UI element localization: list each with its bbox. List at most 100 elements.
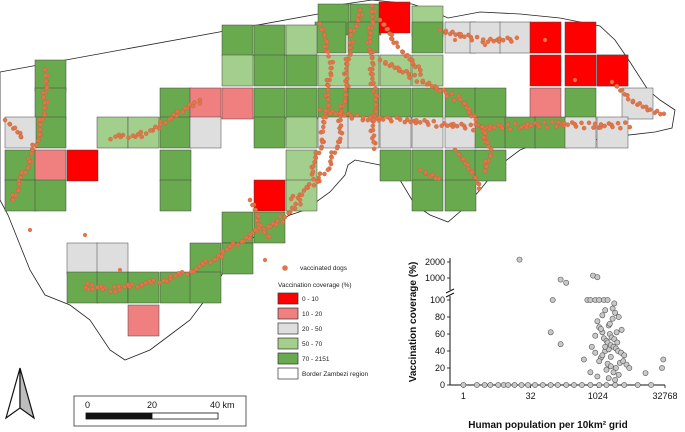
scatter-point [607,353,614,360]
vaccinated-dog-point [293,201,298,207]
vaccinated-dog-point [325,92,331,97]
vaccinated-dog-point [509,39,514,44]
vaccinated-dog-point [407,75,412,80]
vaccinated-dog-point [135,284,140,290]
vaccinated-dog-point [193,266,199,272]
vaccinated-dog-point [299,192,305,198]
vaccinated-dog-point [354,112,360,118]
scatter-point [487,382,494,388]
y-tick-label: 60 [435,329,445,339]
vaccinated-dog-point [370,14,375,19]
vaccinated-dog-point [394,40,399,46]
vaccinated-dog-point [171,112,176,117]
grid-cell [253,54,286,87]
vaccinated-dog-point [175,109,180,114]
vaccinated-dog-point [462,101,468,106]
x-tick-label: 32 [526,391,536,401]
vaccinated-dog-point [338,123,344,128]
vaccinated-dog-point [627,124,633,130]
vaccinated-dog-point [320,114,326,120]
grid-cell [504,116,537,149]
scatter-point [511,382,518,388]
vaccinated-dog-point [328,72,334,78]
scatter-point [587,297,594,303]
scatter-point [618,326,625,333]
vaccinated-dog-point [82,232,88,238]
vaccinated-dog-point [443,28,449,34]
grid-cell [564,21,597,54]
vaccinated-dog-point [335,139,341,145]
vaccinated-dog-point [488,146,494,152]
vaccinated-dog-point [360,115,366,120]
vaccinated-dog-point [161,278,167,283]
vaccinated-dog-point [321,124,326,130]
vaccinated-dog-point [483,158,488,164]
legend-class-label-1: 10 - 20 [302,311,323,318]
scatter-point [603,366,610,373]
vaccinated-dog-point [288,196,294,202]
scatter-point [473,382,480,388]
vaccinated-dog-point [465,162,471,168]
vaccinated-dog-point [270,220,276,226]
y-tick-label: 80 [435,312,445,322]
vaccinated-dog-point [348,52,353,57]
scatter-point [621,382,628,388]
vaccinated-dog-point [42,67,48,73]
grid-cell [127,116,160,149]
vaccinated-dog-point [42,73,48,78]
y-tick-label: 100 [430,295,445,305]
vaccinated-dog-point [485,39,491,45]
x-tick-label: 1024 [588,391,608,401]
vaccinated-dog-point [491,125,497,130]
vaccinated-dog-point [426,80,432,86]
vaccinated-dog-point [410,60,415,66]
vaccinated-dog-point [27,227,33,233]
vaccinated-dog-point [480,37,486,42]
grid-cell [564,54,597,87]
vaccinated-dog-point [327,60,333,65]
vaccinated-dog-point [349,116,355,121]
scatter-point [495,382,502,388]
y-tick-label: 1000 [425,273,445,283]
vaccinated-dog-point [322,32,327,38]
vaccinated-dog-point [25,165,31,171]
vaccinated-dog-point [602,123,607,129]
vaccinated-dog-point [185,271,190,277]
vaccinated-dog-point [344,70,349,76]
vaccinated-dog-point [143,131,149,136]
legend-dots-label: vaccinated dogs [300,265,348,272]
grid-cell [564,87,597,120]
vaccinated-dog-point [369,9,375,14]
vaccinated-dog-point [315,179,320,184]
scatter-point [588,343,595,350]
chart-axes: 0 20 40 60 80 100 1000 2000 1 32 1024 32768 [425,257,678,401]
vaccinated-dog-point [43,78,49,84]
vaccinated-dog-point [298,202,303,207]
vaccinated-dog-point [371,139,376,145]
legend-class-label-4: 70 - 2151 [302,356,330,363]
vaccinated-dog-point [338,117,343,123]
legend-class-label-0: 0 - 10 [302,296,319,303]
grid-cell [189,271,222,304]
vaccinated-dog-point [220,248,225,254]
vaccinated-dog-point [224,247,230,252]
scatter-point [602,343,609,350]
scatter-point [554,382,561,388]
vaccinated-dog-point [623,120,628,125]
vaccinated-dog-point [512,121,518,126]
vaccinated-dog-point [125,282,131,288]
vaccinated-dog-point [280,219,286,225]
vaccinated-dog-point [549,119,555,125]
vaccinated-dog-point [618,125,623,131]
vaccinated-dog-point [326,54,331,59]
scatter-point [602,307,609,314]
vaccinated-dog-point [454,123,460,129]
vaccinated-dog-point [313,155,319,161]
grid-cell [96,116,129,149]
vaccinated-dog-point [370,123,376,129]
vaccinated-dog-point [90,286,95,292]
scatter-point [612,376,618,383]
legend-swatch-2 [277,322,299,335]
vaccinated-dog-point [321,120,327,125]
vaccinated-dog-point [473,117,479,122]
